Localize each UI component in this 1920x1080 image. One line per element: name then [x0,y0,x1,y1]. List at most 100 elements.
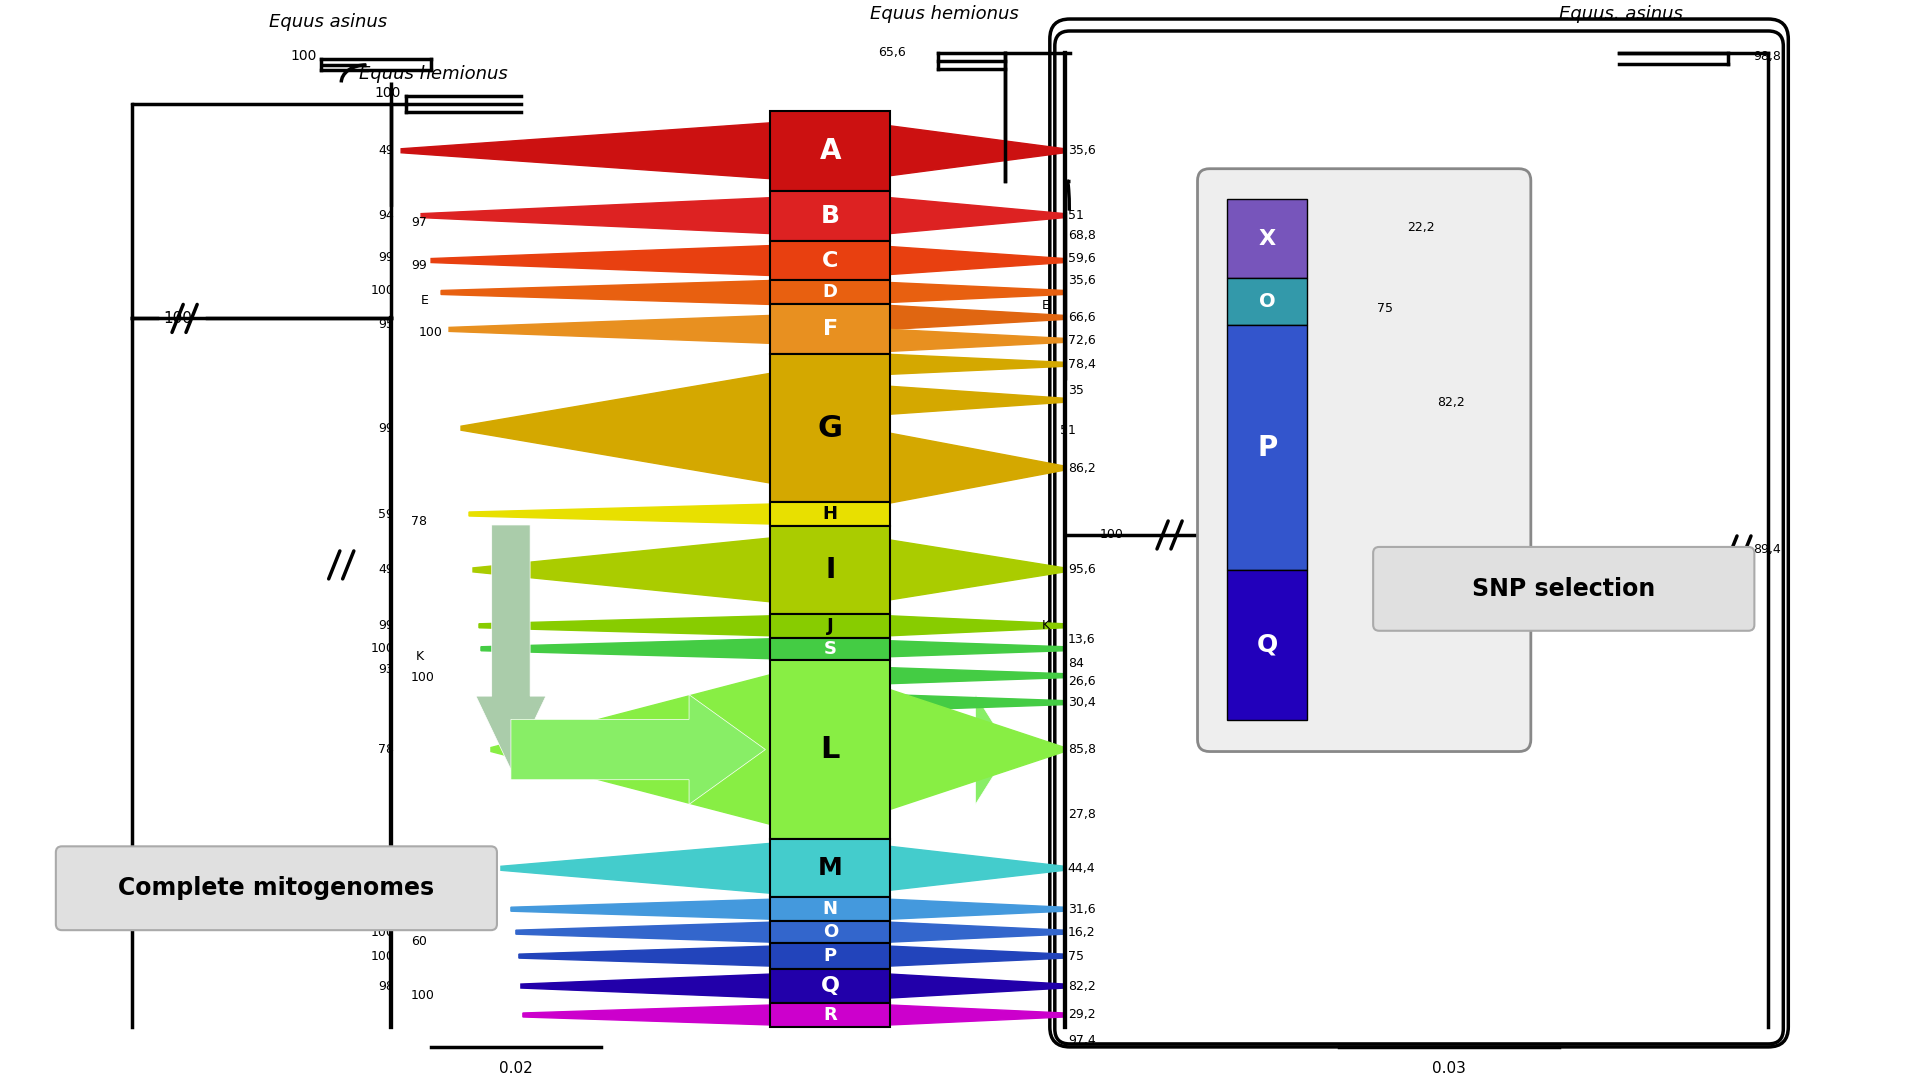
Bar [1227,199,1308,279]
Text: 0.02: 0.02 [499,1061,532,1076]
Polygon shape [520,974,770,998]
Text: 93: 93 [378,663,394,676]
Text: 78,4: 78,4 [1068,357,1096,370]
Text: 16,2: 16,2 [1068,926,1096,939]
Text: 72,6: 72,6 [1068,334,1096,347]
Text: C: C [822,251,839,270]
Bar [1227,325,1308,570]
Polygon shape [891,387,1066,415]
Text: O: O [1260,293,1275,311]
Text: 35: 35 [1068,383,1083,396]
Polygon shape [891,847,1066,890]
Bar [770,921,891,943]
Text: G: G [818,414,843,443]
Text: 26,6: 26,6 [1068,675,1096,688]
Text: N: N [824,901,837,918]
Bar [770,502,891,526]
Text: 99: 99 [378,619,394,632]
Polygon shape [476,525,545,769]
Polygon shape [891,974,1066,998]
Bar [770,526,891,613]
Text: Q: Q [820,976,839,996]
Polygon shape [511,900,770,919]
Text: 75: 75 [1068,949,1083,962]
Text: 100: 100 [290,49,317,63]
Text: H: H [824,505,837,523]
Text: L: L [820,735,839,764]
Text: 49: 49 [378,145,394,158]
Polygon shape [891,922,1066,942]
Text: 98: 98 [378,980,394,993]
Text: 66,6: 66,6 [1068,311,1096,324]
Text: SNP selection: SNP selection [1473,577,1655,600]
Text: K: K [417,650,424,663]
Bar [770,111,891,191]
Text: 29,2: 29,2 [1436,613,1465,626]
Polygon shape [468,504,770,524]
Text: X: X [1260,229,1277,248]
Text: R: R [824,1005,837,1024]
FancyBboxPatch shape [1198,168,1530,752]
Text: 99: 99 [411,259,426,272]
Text: 55: 55 [378,903,394,916]
Polygon shape [891,283,1066,302]
Text: 13,6: 13,6 [1068,633,1096,646]
Text: E: E [1043,299,1050,312]
Text: O: O [822,923,837,941]
Bar [770,354,891,502]
Polygon shape [891,306,1066,329]
Text: 82,2: 82,2 [1436,396,1465,409]
Polygon shape [891,433,1066,503]
Text: 59,6: 59,6 [1068,252,1096,265]
Bar [1227,279,1308,325]
Text: 51: 51 [1068,210,1083,222]
Polygon shape [891,1005,1066,1025]
Text: 78: 78 [411,515,426,528]
Polygon shape [449,315,770,343]
Bar [770,969,891,1003]
Polygon shape [895,694,1010,805]
Polygon shape [891,640,1066,657]
Text: 95: 95 [378,318,394,330]
Text: K: K [1043,619,1050,632]
Polygon shape [891,616,1066,636]
Text: A: A [820,137,841,165]
Text: 31,6: 31,6 [1068,903,1096,916]
Text: Equus hemionus: Equus hemionus [870,5,1020,23]
Text: D: D [824,283,837,301]
Text: 99: 99 [378,421,394,434]
Polygon shape [891,900,1066,919]
Polygon shape [461,374,770,483]
Polygon shape [891,125,1066,176]
Text: Equus asinus: Equus asinus [269,13,388,31]
Text: F: F [822,320,837,339]
Polygon shape [891,690,1066,809]
Text: 68,8: 68,8 [1068,229,1096,242]
Text: 29,2: 29,2 [1068,1009,1096,1022]
Polygon shape [522,1005,770,1025]
Text: 35,6: 35,6 [1068,274,1096,287]
Text: 82,2: 82,2 [1068,980,1096,993]
Text: 94: 94 [378,210,394,222]
Polygon shape [891,354,1066,375]
Text: 86,2: 86,2 [1068,461,1096,474]
Polygon shape [891,946,1066,967]
Polygon shape [501,843,770,893]
Text: 78: 78 [378,743,394,756]
Text: 100: 100 [163,311,192,326]
Text: 97: 97 [411,216,426,229]
FancyBboxPatch shape [56,847,497,930]
Text: 65,6: 65,6 [877,46,906,59]
Text: 85,8: 85,8 [1068,743,1096,756]
Text: 51: 51 [1060,423,1075,436]
Polygon shape [891,667,1066,684]
Text: 100: 100 [374,86,401,99]
Text: 44,4: 44,4 [1068,862,1096,875]
Polygon shape [401,123,770,178]
Polygon shape [432,245,770,275]
Polygon shape [511,694,766,805]
Text: 84: 84 [1068,658,1083,671]
Text: Q: Q [1258,633,1279,657]
Text: 27,8: 27,8 [1068,808,1096,821]
Bar [770,839,891,897]
